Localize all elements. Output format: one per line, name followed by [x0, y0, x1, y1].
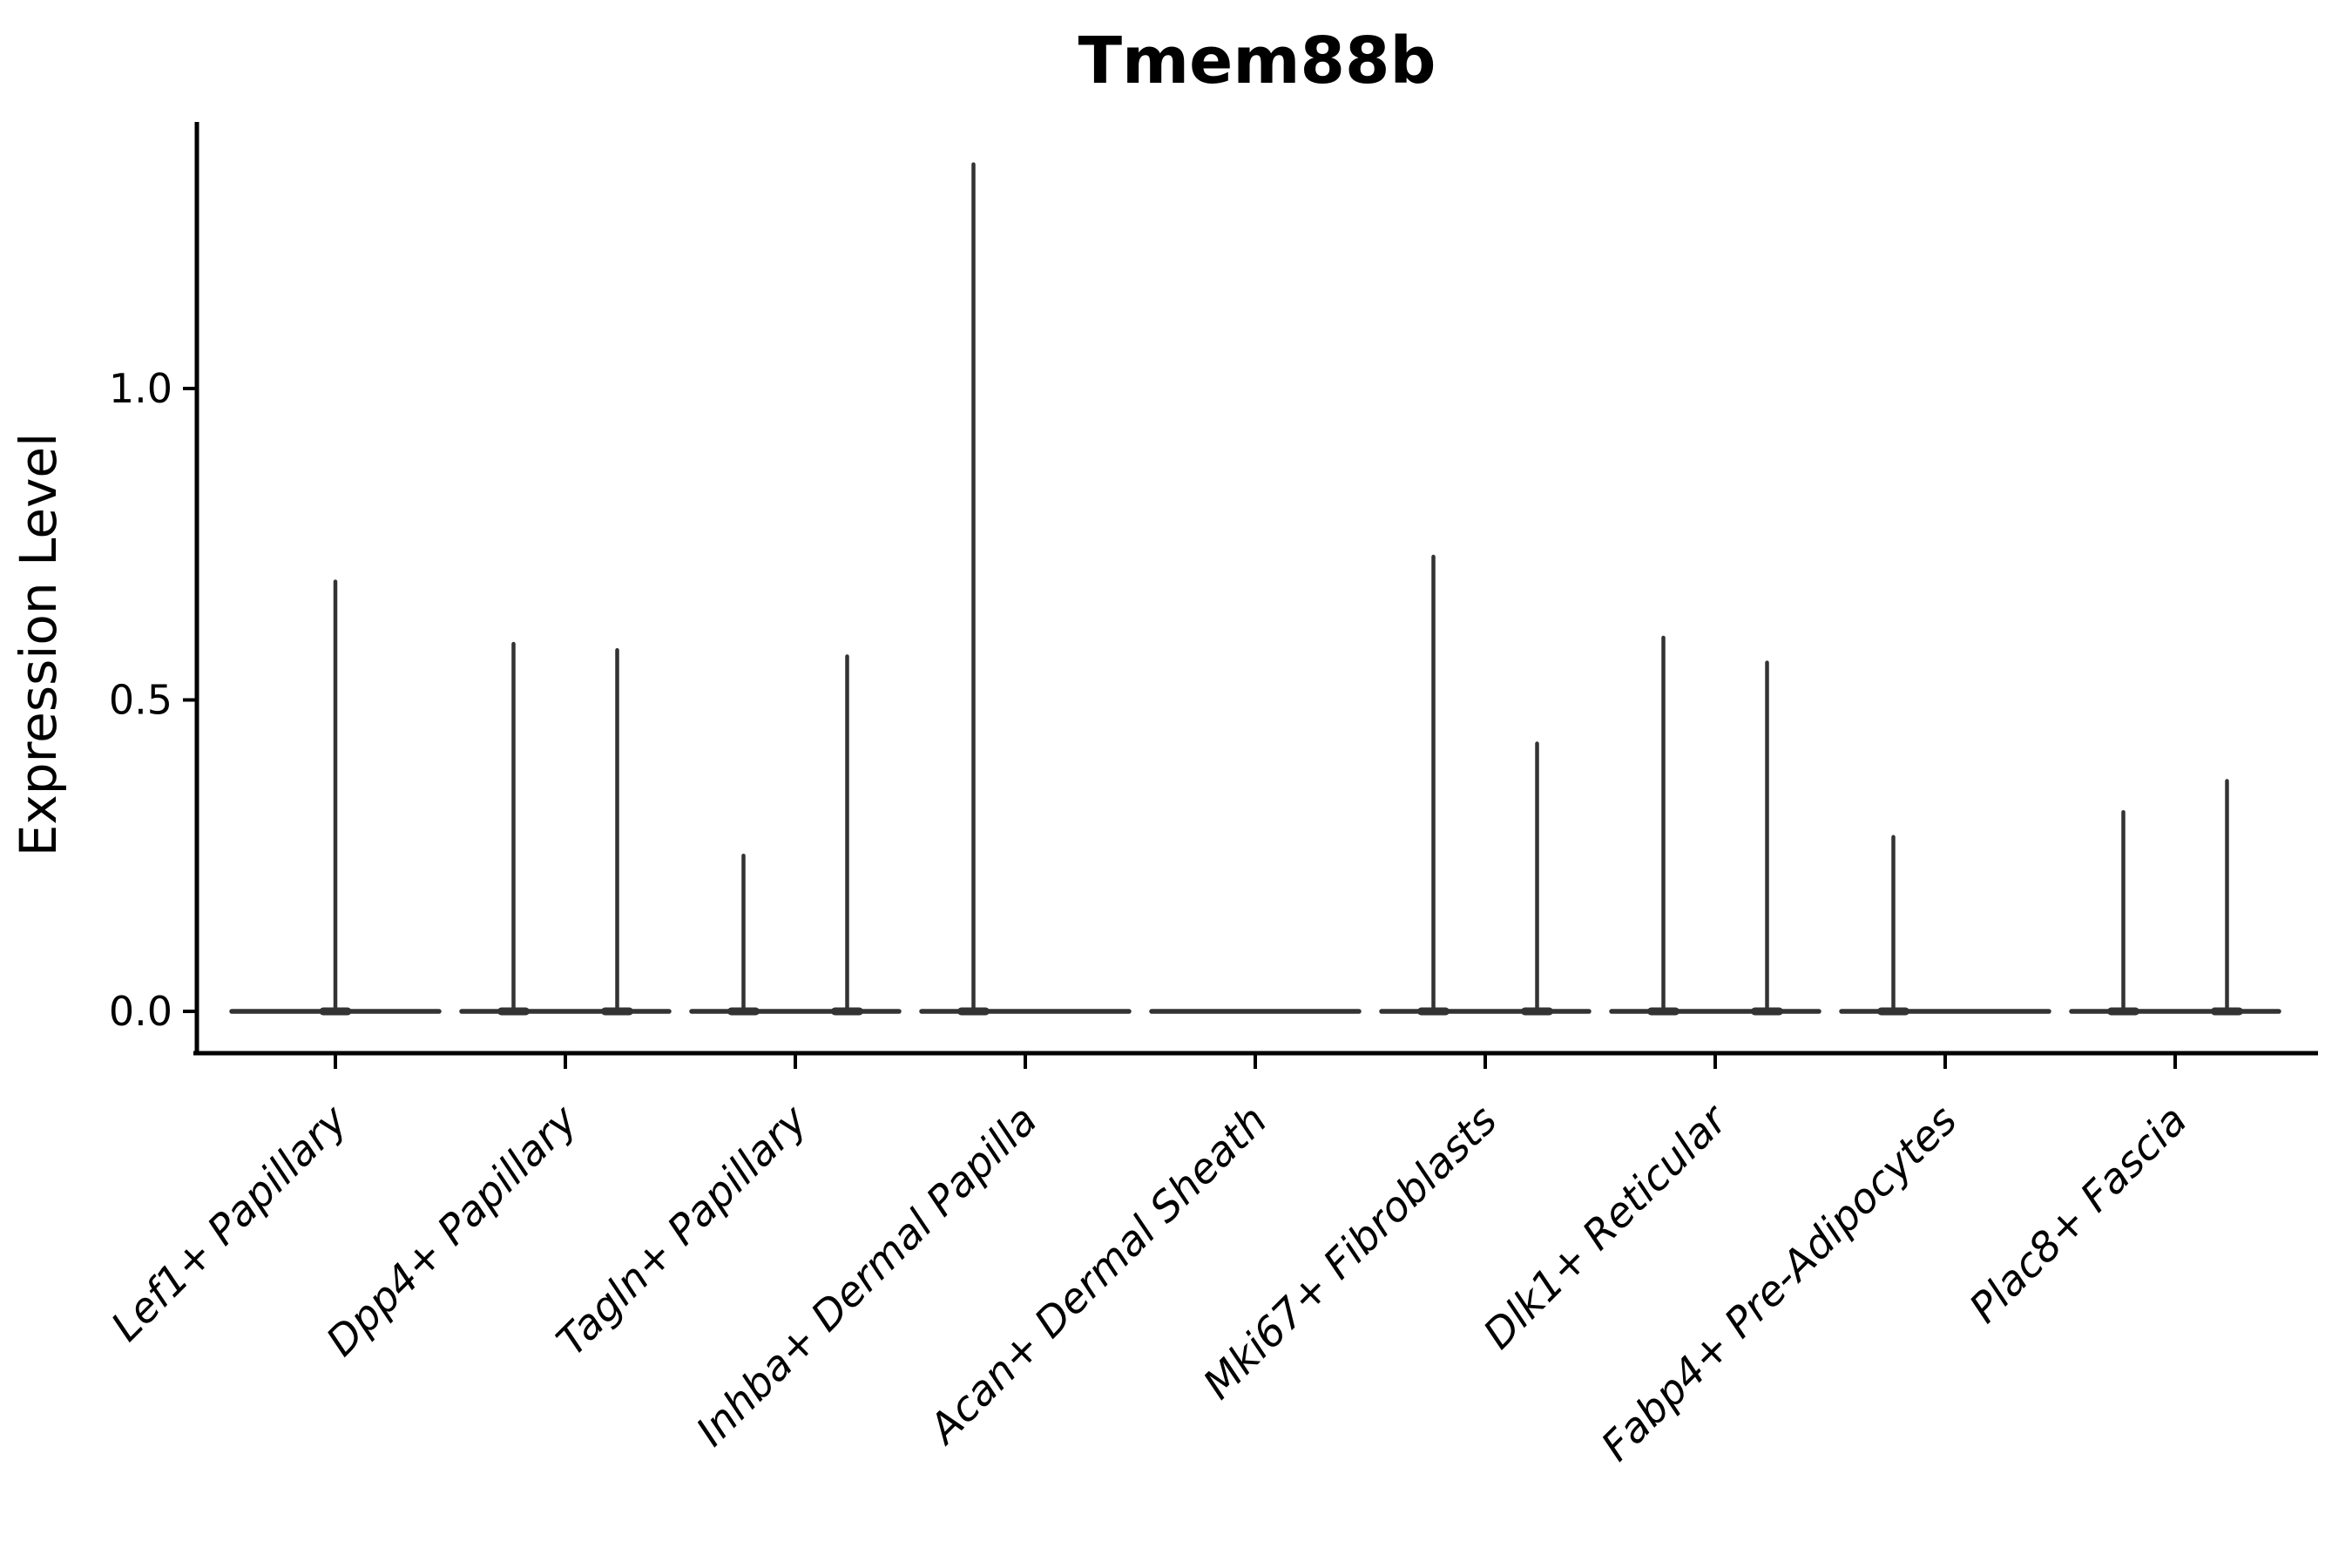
- violins: [229, 162, 2281, 1016]
- x-tick-label: Dpp4+ Papillary: [317, 1096, 587, 1366]
- x-tick-label: Lef1+ Papillary: [102, 1096, 357, 1351]
- y-axis-ticks: 0.0 0.5 1.0: [109, 365, 197, 1035]
- y-tick-label: 0.0: [109, 988, 172, 1035]
- y-tick-label: 0.5: [109, 677, 172, 724]
- x-tick-label: Dlk1+ Reticular: [1475, 1095, 1739, 1359]
- x-tick-label: Tagln+ Papillary: [548, 1096, 818, 1366]
- y-axis-label: Expression Level: [9, 433, 68, 856]
- y-tick-label: 1.0: [109, 365, 172, 412]
- x-tick-label: Plac8+ Fascia: [1960, 1097, 2196, 1333]
- plot-title: Tmem88b: [1078, 24, 1436, 98]
